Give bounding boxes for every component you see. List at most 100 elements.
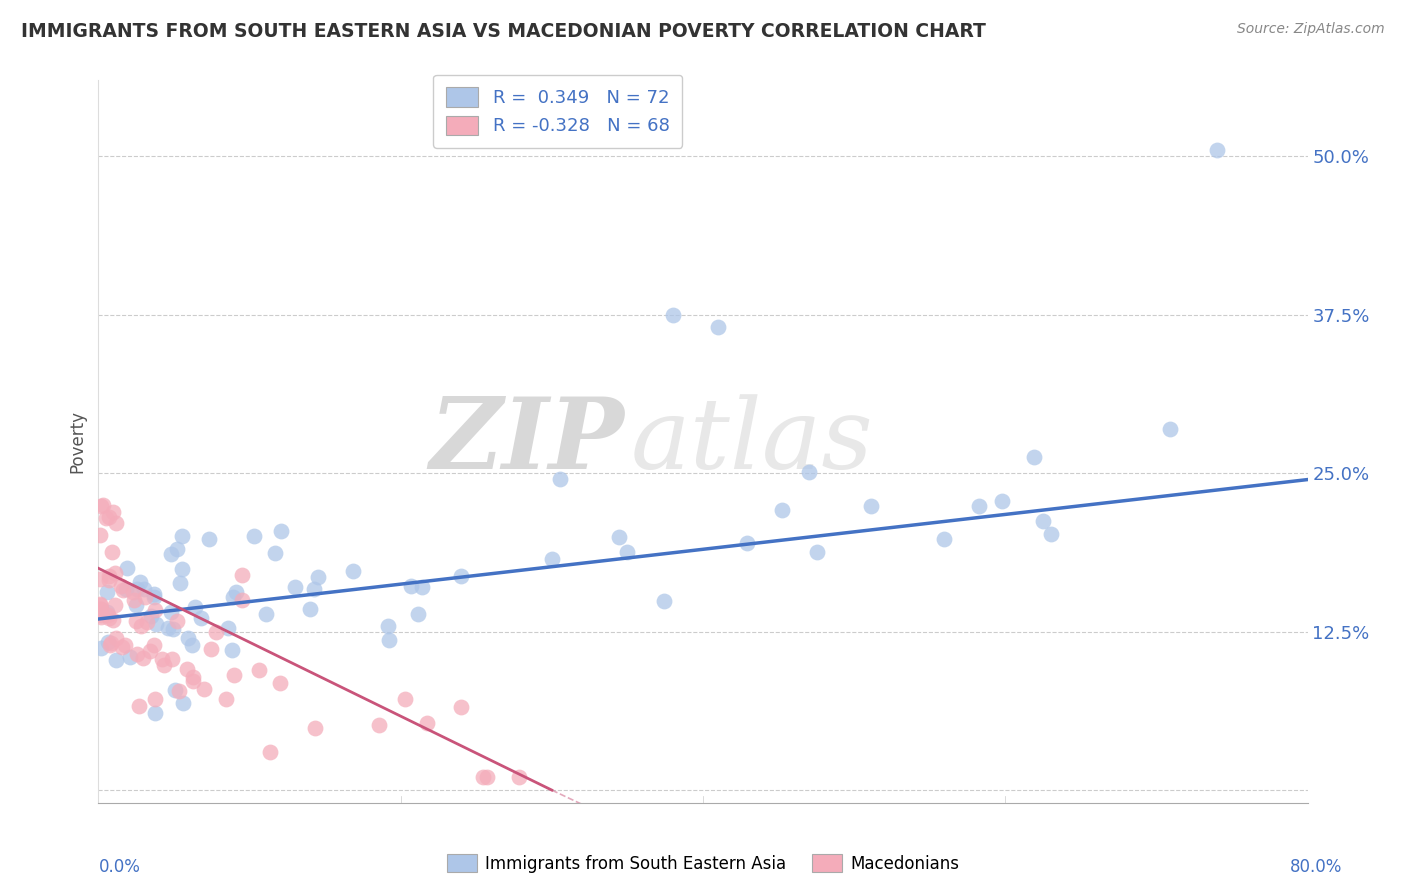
Text: Source: ZipAtlas.com: Source: ZipAtlas.com bbox=[1237, 22, 1385, 37]
Point bbox=[181, 670, 204, 684]
Point bbox=[98, 638, 121, 652]
Point bbox=[143, 603, 166, 617]
Point bbox=[162, 622, 184, 636]
Point bbox=[167, 684, 190, 698]
Point bbox=[125, 615, 148, 629]
Point bbox=[143, 706, 166, 721]
Point bbox=[1022, 450, 1045, 464]
Point bbox=[142, 591, 165, 605]
Point bbox=[96, 584, 118, 599]
Legend: R =  0.349   N = 72, R = -0.328   N = 68: R = 0.349 N = 72, R = -0.328 N = 68 bbox=[433, 75, 682, 148]
Point bbox=[190, 611, 212, 625]
Text: ZIP: ZIP bbox=[429, 393, 624, 490]
Point bbox=[770, 503, 793, 517]
Point bbox=[181, 638, 204, 652]
Point bbox=[302, 582, 325, 596]
Point bbox=[143, 691, 166, 706]
Point bbox=[477, 771, 499, 785]
Point bbox=[143, 638, 166, 652]
Point bbox=[143, 586, 166, 600]
Point bbox=[735, 536, 758, 550]
Point bbox=[127, 647, 149, 661]
Point bbox=[97, 509, 120, 524]
Point bbox=[652, 593, 675, 607]
Point bbox=[157, 621, 180, 635]
Point bbox=[153, 658, 176, 673]
Point bbox=[104, 653, 127, 667]
Point bbox=[416, 715, 439, 730]
Point bbox=[200, 642, 222, 657]
Point bbox=[128, 699, 150, 714]
Point bbox=[122, 592, 145, 607]
Point bbox=[160, 547, 183, 561]
Point bbox=[707, 320, 730, 334]
Point bbox=[169, 576, 191, 591]
Point bbox=[1032, 514, 1054, 528]
Point bbox=[394, 692, 416, 706]
Point bbox=[221, 642, 243, 657]
Point bbox=[860, 499, 883, 513]
Point bbox=[104, 566, 127, 581]
Point bbox=[89, 597, 111, 611]
Point bbox=[94, 510, 117, 524]
Point bbox=[105, 516, 128, 531]
Point bbox=[112, 583, 135, 598]
Point bbox=[450, 699, 472, 714]
Point bbox=[990, 494, 1012, 508]
Point bbox=[128, 575, 150, 590]
Point bbox=[616, 545, 638, 559]
Point bbox=[450, 568, 472, 582]
Point bbox=[1039, 526, 1062, 541]
Point bbox=[967, 499, 990, 513]
Point bbox=[134, 590, 156, 604]
Point bbox=[217, 621, 239, 635]
Point bbox=[259, 745, 281, 759]
Point bbox=[298, 602, 321, 616]
Point bbox=[131, 619, 153, 633]
Point bbox=[114, 638, 136, 652]
Point bbox=[101, 545, 124, 559]
Text: 80.0%: 80.0% bbox=[1291, 858, 1343, 876]
Point bbox=[215, 692, 238, 706]
Point bbox=[269, 675, 291, 690]
Text: 0.0%: 0.0% bbox=[98, 858, 141, 876]
Point bbox=[160, 605, 183, 619]
Point bbox=[117, 561, 139, 575]
Point bbox=[170, 562, 193, 576]
Point bbox=[163, 683, 186, 698]
Point bbox=[166, 542, 188, 557]
Point bbox=[89, 601, 111, 615]
Point bbox=[307, 570, 329, 584]
Point bbox=[411, 580, 433, 594]
Point bbox=[548, 472, 571, 486]
Point bbox=[115, 582, 138, 597]
Point bbox=[125, 599, 148, 613]
Point bbox=[98, 610, 121, 624]
Point bbox=[270, 524, 292, 538]
Point bbox=[90, 640, 112, 655]
Point bbox=[150, 652, 173, 666]
Point bbox=[176, 662, 198, 676]
Point bbox=[231, 567, 253, 582]
Point bbox=[105, 631, 128, 645]
Point bbox=[607, 531, 630, 545]
Point bbox=[96, 606, 118, 620]
Text: IMMIGRANTS FROM SOUTH EASTERN ASIA VS MACEDONIAN POVERTY CORRELATION CHART: IMMIGRANTS FROM SOUTH EASTERN ASIA VS MA… bbox=[21, 22, 986, 41]
Point bbox=[225, 585, 247, 599]
Point bbox=[97, 607, 120, 622]
Point bbox=[110, 640, 132, 654]
Point bbox=[471, 771, 494, 785]
Point bbox=[198, 532, 221, 546]
Point bbox=[90, 602, 112, 616]
Point bbox=[98, 574, 121, 588]
Point bbox=[1159, 422, 1181, 436]
Point bbox=[166, 614, 188, 628]
Point bbox=[135, 615, 157, 629]
Point bbox=[508, 771, 530, 785]
Point bbox=[89, 598, 111, 612]
Point bbox=[254, 607, 277, 621]
Point bbox=[342, 564, 364, 578]
Point bbox=[284, 580, 307, 594]
Point bbox=[540, 552, 562, 566]
Point bbox=[1206, 143, 1229, 157]
